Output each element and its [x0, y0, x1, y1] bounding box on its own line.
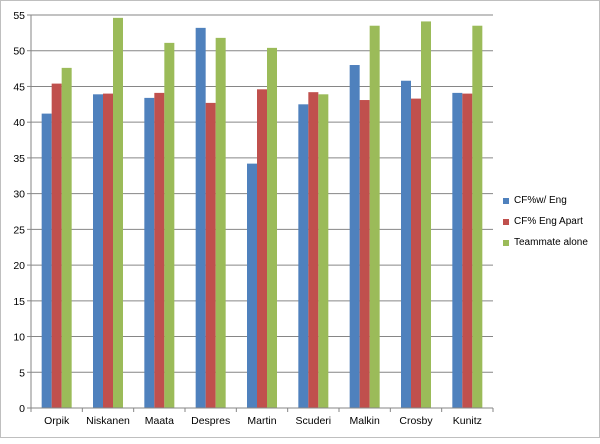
- y-tick-label: 30: [13, 189, 25, 201]
- bar-malkin-1: [349, 65, 360, 408]
- bar-malkin-3: [369, 25, 380, 409]
- bar-niskanen-3: [113, 17, 123, 408]
- legend-swatch: [503, 218, 509, 225]
- bar-kunitz-1: [452, 92, 463, 409]
- bar-scuderi-1: [298, 104, 309, 409]
- bar-maata-3: [164, 42, 175, 408]
- y-tick-label: 15: [13, 296, 25, 308]
- legend-swatch: [503, 239, 509, 246]
- x-tick-label: Despres: [191, 415, 230, 427]
- y-tick-label: 25: [13, 224, 25, 236]
- y-tick-label: 35: [13, 153, 25, 165]
- bar-martin-2: [257, 89, 267, 408]
- y-tick-label: 20: [13, 260, 25, 272]
- bar-despres-2: [205, 102, 216, 408]
- bar-crosby-3: [421, 21, 431, 408]
- bar-despres-1: [195, 27, 206, 409]
- legend-label: CF%w/ Eng: [514, 195, 567, 206]
- y-tick-label: 55: [13, 10, 25, 22]
- y-tick-label: 50: [13, 46, 25, 58]
- bar-orpik-3: [61, 67, 72, 408]
- bar-niskanen-1: [93, 94, 103, 408]
- axes: [30, 15, 493, 409]
- bar-kunitz-2: [462, 93, 473, 408]
- legend-label: Teammate alone: [514, 237, 588, 248]
- bar-kunitz-3: [472, 25, 483, 409]
- x-tick-label: Orpik: [44, 415, 70, 427]
- bar-niskanen-2: [103, 93, 113, 408]
- x-tick-label: Niskanen: [86, 415, 130, 427]
- bar-orpik-2: [51, 83, 62, 408]
- bar-despres-3: [215, 37, 226, 409]
- bar-crosby-1: [401, 80, 411, 408]
- y-tick-label: 5: [19, 367, 25, 379]
- x-tick-label: Maata: [145, 415, 174, 427]
- bar-maata-2: [154, 92, 165, 409]
- y-tick-label: 0: [19, 403, 25, 415]
- legend-item: Teammate alone: [503, 232, 588, 253]
- x-tick-label: Martin: [247, 415, 276, 427]
- y-tick-label: 45: [13, 81, 25, 93]
- bar-scuderi-2: [308, 92, 319, 409]
- bar-martin-1: [247, 163, 257, 408]
- x-tick-label: Kunitz: [453, 415, 482, 427]
- chart-legend: CF%w/ Eng CF% Eng Apart Teammate alone: [503, 190, 588, 253]
- x-tick-label: Crosby: [399, 415, 433, 427]
- bar-crosby-2: [411, 98, 421, 409]
- bar-orpik-1: [41, 113, 52, 408]
- bar-malkin-2: [359, 100, 370, 408]
- legend-item: CF%w/ Eng: [503, 190, 588, 211]
- bar-scuderi-3: [318, 94, 329, 408]
- bar-martin-3: [267, 47, 277, 409]
- y-axis-ticks: 0 5 10 15 20 25 30 35 40 45 50 55: [13, 10, 31, 415]
- x-axis-labels: Orpik Niskanen Maata Despres Martin Scuderi Ma…: [30, 408, 494, 427]
- bars: [41, 17, 483, 409]
- legend-label: CF% Eng Apart: [514, 216, 583, 227]
- y-tick-label: 10: [13, 332, 25, 344]
- bar-maata-1: [144, 97, 155, 409]
- y-tick-label: 40: [13, 117, 25, 129]
- x-tick-label: Malkin: [349, 415, 380, 427]
- legend-item: CF% Eng Apart: [503, 211, 588, 232]
- legend-swatch: [503, 197, 509, 204]
- x-tick-label: Scuderi: [296, 415, 332, 427]
